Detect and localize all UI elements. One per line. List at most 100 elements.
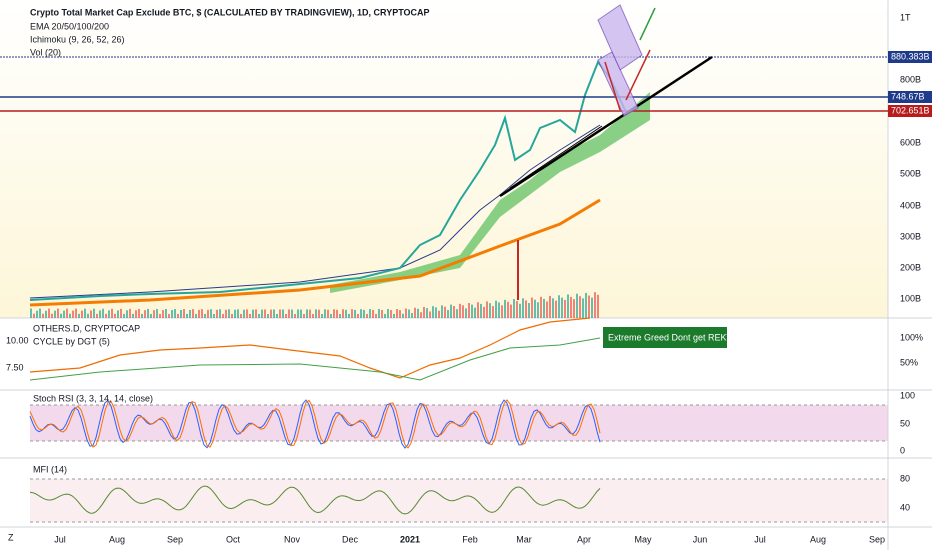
- volume-bar: [117, 310, 119, 318]
- volume-bar: [39, 308, 41, 318]
- volume-bar: [258, 313, 260, 318]
- volume-bar: [396, 308, 398, 318]
- volume-bar: [441, 305, 443, 318]
- axis-label: 1T: [900, 12, 911, 22]
- volume-bar: [561, 297, 563, 318]
- volume-bar: [120, 308, 122, 318]
- volume-bar: [456, 309, 458, 318]
- volume-bar: [309, 309, 311, 318]
- volume-bar: [165, 308, 167, 318]
- volume-bar: [36, 310, 38, 318]
- axis-label: 100%: [900, 332, 923, 342]
- axis-label: 40: [900, 502, 910, 512]
- volume-bar: [513, 299, 515, 318]
- volume-bar: [360, 309, 362, 318]
- legend: EMA 20/50/100/200: [30, 21, 109, 31]
- volume-bar: [525, 300, 527, 318]
- volume-bar: [219, 309, 221, 318]
- time-label: Sep: [869, 534, 885, 544]
- volume-bar: [252, 309, 254, 318]
- volume-bar: [288, 309, 290, 318]
- volume-bar: [264, 309, 266, 318]
- volume-bar: [234, 309, 236, 318]
- volume-bar: [450, 304, 452, 318]
- volume-bar: [210, 309, 212, 318]
- volume-bar: [498, 302, 500, 318]
- price-tag: [888, 91, 932, 103]
- volume-bar: [48, 308, 50, 318]
- legend: MFI (14): [33, 464, 67, 474]
- volume-bar: [285, 313, 287, 318]
- volume-bar: [357, 313, 359, 318]
- volume-bar: [516, 301, 518, 318]
- axis-label: 100B: [900, 293, 921, 303]
- ema-50: [29, 124, 601, 299]
- volume-bar: [141, 313, 143, 318]
- volume-bar: [306, 309, 308, 318]
- volume-bar: [159, 313, 161, 318]
- time-label: Aug: [109, 534, 125, 544]
- volume-bar: [303, 313, 305, 318]
- volume-bar: [243, 309, 245, 318]
- axis-label: 100: [900, 390, 915, 400]
- axis-label: 7.50: [6, 362, 24, 372]
- volume-bar: [414, 307, 416, 318]
- volume-bar: [507, 301, 509, 318]
- volume-bar: [108, 310, 110, 318]
- volume-bar: [246, 309, 248, 318]
- volume-bar: [66, 308, 68, 318]
- volume-bar: [267, 313, 269, 318]
- volume-bar: [336, 309, 338, 318]
- volume-bar: [435, 307, 437, 318]
- volume-bar: [111, 308, 113, 318]
- volume-bar: [75, 308, 77, 318]
- time-label: May: [634, 534, 652, 544]
- volume-bar: [315, 309, 317, 318]
- price-label: 702.651B: [891, 105, 930, 115]
- volume-bar: [168, 313, 170, 318]
- volume-bar: [333, 309, 335, 318]
- level-lines: [30, 404, 888, 523]
- volume-bar: [375, 313, 377, 318]
- others-d: [29, 317, 591, 379]
- volume-bar: [183, 309, 185, 318]
- volume-bar: [462, 305, 464, 318]
- volume-bar: [381, 310, 383, 318]
- volume-bar: [480, 303, 482, 318]
- volume-bar: [567, 294, 569, 318]
- volume-bar: [468, 303, 470, 318]
- volume-bar: [105, 313, 107, 318]
- axis-label: 80: [900, 473, 910, 483]
- time-label: Jun: [693, 534, 708, 544]
- volume-bar: [432, 306, 434, 318]
- time-label: Mar: [516, 534, 532, 544]
- volume-bar: [465, 308, 467, 318]
- volume-bar: [510, 304, 512, 318]
- osc-line: [29, 399, 601, 449]
- volume-bar: [129, 308, 131, 318]
- axis-label: 600B: [900, 137, 921, 147]
- volume-bar: [570, 296, 572, 318]
- volume-bar: [405, 308, 407, 318]
- volume-bar: [339, 313, 341, 318]
- trendline: [499, 55, 713, 198]
- volume-bar: [417, 308, 419, 318]
- volume-bar: [423, 306, 425, 318]
- title: Crypto Total Market Cap Exclude BTC, $ (…: [30, 7, 430, 17]
- volume-bar: [492, 306, 494, 318]
- volume-bar: [594, 292, 596, 318]
- volume-bar: [564, 299, 566, 318]
- arrow-red: [625, 49, 651, 101]
- volume-bar: [489, 303, 491, 318]
- time-label: Apr: [577, 534, 591, 544]
- legend: Vol (20): [30, 47, 61, 57]
- time-label: Jul: [54, 534, 66, 544]
- volume-bar: [531, 297, 533, 318]
- volume-bar: [279, 309, 281, 318]
- volume-bar: [558, 295, 560, 318]
- volume-bar: [54, 310, 56, 318]
- volume-bar: [369, 309, 371, 318]
- volume-bar: [84, 308, 86, 318]
- volume-bar: [33, 313, 35, 318]
